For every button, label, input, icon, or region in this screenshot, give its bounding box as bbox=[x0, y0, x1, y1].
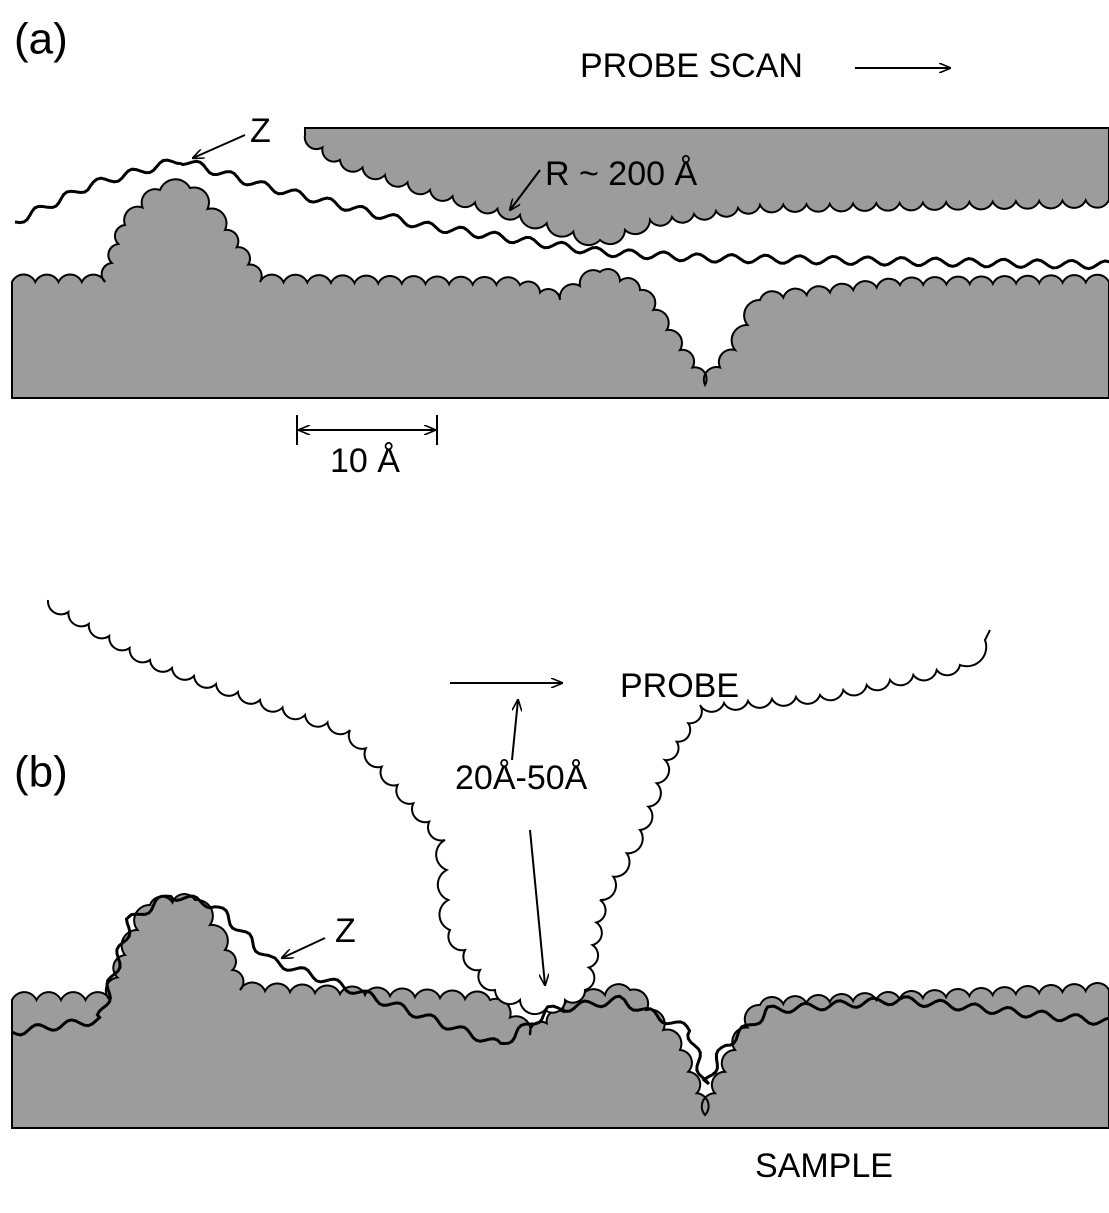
z-arrow bbox=[282, 938, 325, 958]
panel-label: (a) bbox=[14, 15, 68, 64]
diagram: (a) PROBE SCAN Z R ~ 200 Å 10 Å PROBE (b… bbox=[0, 0, 1109, 1213]
scale-bar bbox=[297, 415, 437, 445]
sample-label: SAMPLE bbox=[755, 1147, 893, 1185]
probe-a bbox=[305, 128, 1109, 245]
z-label: Z bbox=[335, 912, 356, 950]
radius-label: R ~ 200 Å bbox=[545, 155, 697, 193]
scale-label: 10 Å bbox=[330, 442, 400, 480]
panel-label: (b) bbox=[14, 748, 68, 797]
z-arrow bbox=[193, 135, 245, 158]
probe-scan-label: PROBE SCAN bbox=[580, 47, 803, 85]
probe-label: PROBE bbox=[620, 667, 739, 705]
size-label: 20Å-50Å bbox=[455, 759, 588, 797]
shapes bbox=[12, 128, 1109, 1128]
z-label: Z bbox=[250, 112, 271, 150]
